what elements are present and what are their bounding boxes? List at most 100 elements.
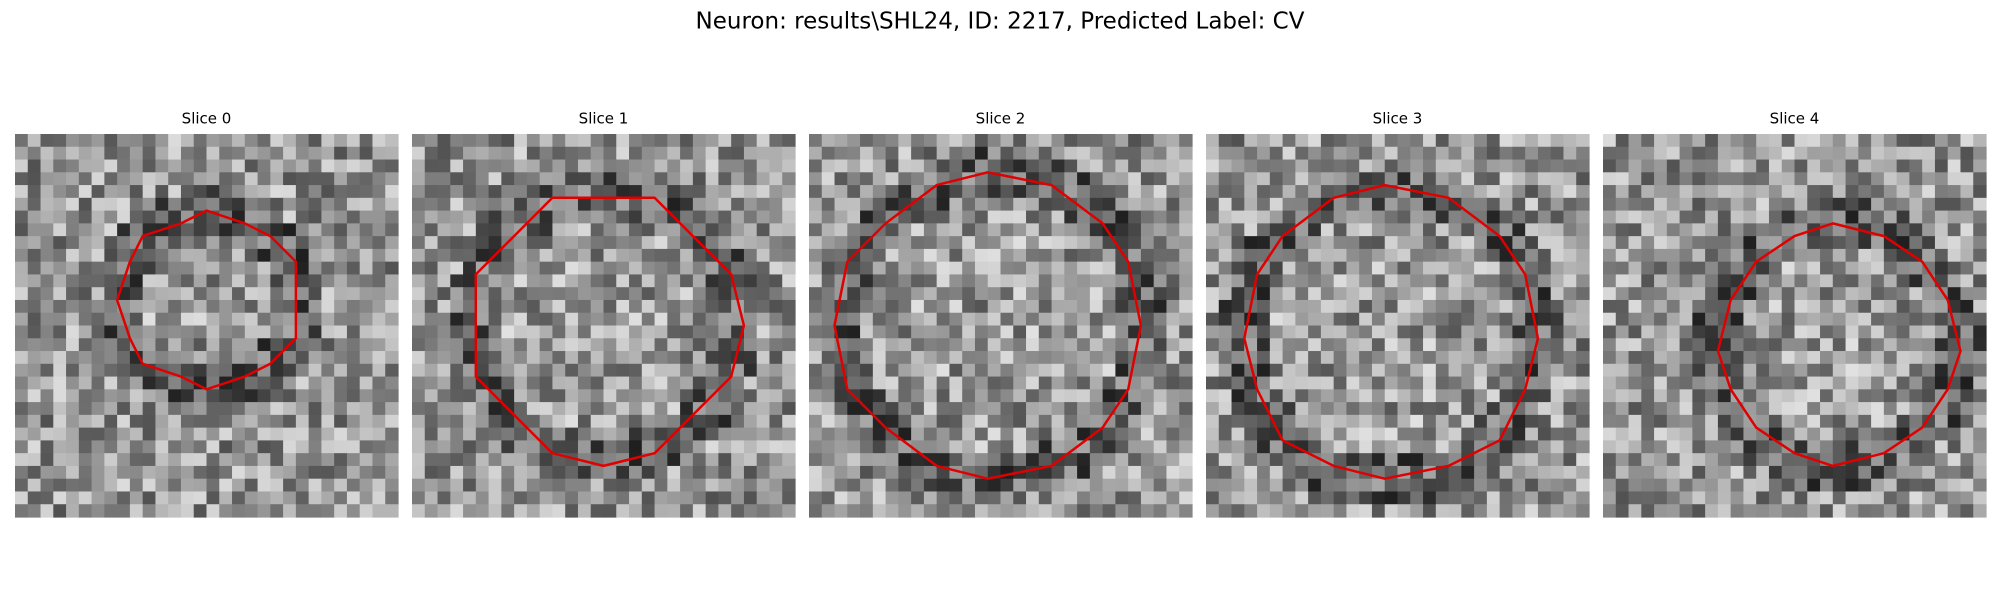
pixel: [1026, 414, 1040, 429]
pixel: [526, 248, 541, 263]
pixel: [1397, 274, 1411, 288]
pixel: [1038, 287, 1053, 301]
pixel: [1576, 134, 1590, 148]
pixel: [1896, 453, 1910, 467]
pixel: [424, 376, 439, 390]
pixel: [809, 453, 823, 467]
pixel: [1435, 478, 1450, 493]
pixel: [1320, 185, 1335, 199]
pixel: [1000, 414, 1014, 429]
pixel: [1448, 223, 1462, 237]
pixel: [15, 172, 29, 186]
pixel: [616, 146, 630, 161]
pixel: [104, 236, 118, 250]
pixel: [78, 453, 93, 467]
pixel: [359, 134, 374, 148]
pixel: [232, 389, 246, 403]
pixel: [1883, 261, 1898, 276]
pixel: [180, 478, 195, 493]
pixel: [1563, 402, 1577, 416]
pixel: [142, 197, 157, 212]
pixel: [1206, 134, 1220, 148]
pixel: [1666, 299, 1681, 314]
pixel: [40, 478, 54, 493]
pixel: [437, 185, 451, 199]
pixel: [104, 274, 118, 288]
pixel: [1960, 465, 1974, 480]
pixel: [1320, 172, 1335, 186]
pixel: [463, 185, 477, 199]
pixel: [1153, 504, 1168, 518]
pixel: [616, 440, 630, 454]
pixel: [1730, 146, 1745, 161]
pixel: [769, 236, 783, 250]
pixel: [155, 312, 169, 327]
pixel: [1486, 351, 1501, 365]
pixel: [15, 504, 29, 518]
pixel: [1563, 491, 1577, 505]
pixel: [1563, 363, 1577, 378]
pixel: [1346, 402, 1360, 416]
pixel: [104, 312, 118, 327]
pixel: [193, 248, 208, 263]
pixel: [1537, 299, 1552, 314]
pixel: [667, 299, 681, 314]
pixel: [514, 248, 528, 263]
pixel: [1371, 197, 1386, 212]
pixel: [1077, 363, 1091, 378]
pixel: [860, 172, 874, 186]
pixel: [1077, 274, 1091, 288]
pixel: [743, 389, 758, 403]
pixel: [346, 389, 361, 403]
pixel: [1257, 427, 1271, 441]
pixel: [1934, 414, 1949, 429]
pixel: [1257, 312, 1271, 327]
pixel: [885, 299, 899, 314]
pixel: [1257, 351, 1271, 365]
pixel: [1563, 299, 1577, 314]
pixel: [860, 159, 874, 173]
pixel: [680, 248, 694, 263]
pixel: [552, 236, 566, 250]
pixel: [334, 146, 348, 161]
pixel: [91, 504, 105, 518]
pixel: [1641, 325, 1655, 339]
pixel: [1692, 376, 1706, 390]
pixel: [1410, 210, 1424, 224]
pixel: [142, 134, 157, 148]
pixel: [731, 389, 745, 403]
pixel: [1077, 325, 1091, 339]
pixel: [1730, 427, 1745, 441]
pixel: [488, 414, 502, 429]
pixel: [385, 325, 399, 339]
pixel: [1320, 491, 1335, 505]
pixel: [1257, 440, 1271, 454]
pixel: [270, 363, 284, 378]
pixel: [53, 274, 67, 288]
pixel: [1820, 134, 1834, 148]
pixel: [1308, 402, 1322, 416]
pixel: [1807, 338, 1821, 352]
pixel: [117, 159, 131, 173]
pixel: [654, 312, 668, 327]
pixel: [1563, 248, 1577, 263]
pixel: [1333, 351, 1348, 365]
pixel: [1730, 453, 1745, 467]
pixel: [244, 312, 259, 327]
pixel: [155, 274, 169, 288]
pixel: [974, 363, 989, 378]
pixel: [219, 402, 233, 416]
pixel: [987, 210, 1002, 224]
pixel: [1397, 363, 1411, 378]
pixel: [1128, 402, 1142, 416]
pixel: [1064, 427, 1078, 441]
pixel: [206, 440, 220, 454]
pixel: [526, 197, 541, 212]
pixel: [872, 236, 887, 250]
pixel: [756, 376, 771, 390]
pixel: [1679, 363, 1693, 378]
pixel: [1909, 312, 1923, 327]
pixel: [1973, 312, 1987, 327]
pixel: [117, 351, 131, 365]
pixel: [1282, 389, 1296, 403]
